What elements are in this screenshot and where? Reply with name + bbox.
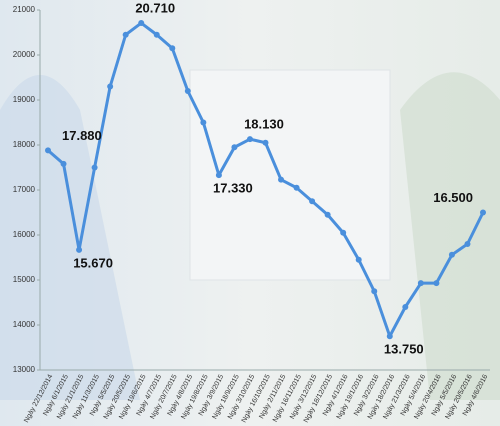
background-person [400,72,500,401]
marker [309,198,316,205]
marker [262,139,269,146]
y-tick-label: 19000 [13,95,36,104]
marker [402,304,409,310]
marker [278,176,285,183]
data-label: 20.710 [135,0,175,15]
y-tick-label: 13000 [13,365,36,374]
marker [138,20,145,27]
y-tick-label: 18000 [13,140,36,149]
marker [76,246,83,253]
y-tick-label: 14000 [13,320,36,329]
data-label: 15.670 [73,255,113,270]
marker [246,136,253,143]
background-pump [189,69,391,281]
data-label: 17.880 [62,128,102,143]
marker [45,147,51,154]
marker [293,184,300,191]
data-label: 13.750 [384,342,424,357]
data-label: 16.500 [433,190,473,205]
y-tick-label: 17000 [13,185,36,194]
marker [448,251,455,258]
marker [480,209,486,216]
marker [107,83,114,90]
marker [340,229,347,236]
data-label: 18.130 [244,117,284,132]
marker [169,45,176,52]
marker [60,160,67,167]
marker [122,31,129,38]
y-tick-label: 20000 [13,50,36,59]
marker [91,164,98,171]
marker [324,211,331,218]
marker [371,288,378,295]
marker [231,144,238,151]
marker [464,241,471,247]
marker [200,119,207,126]
marker [184,88,191,94]
y-tick-label: 16000 [13,230,36,239]
marker [433,280,440,287]
marker [215,172,222,179]
background-person [0,75,140,400]
marker [386,333,393,340]
y-tick-label: 15000 [13,275,36,284]
marker [153,31,160,38]
marker [417,280,424,287]
marker [355,256,362,263]
y-tick-label: 21000 [13,5,36,14]
data-label: 17.330 [213,181,253,196]
